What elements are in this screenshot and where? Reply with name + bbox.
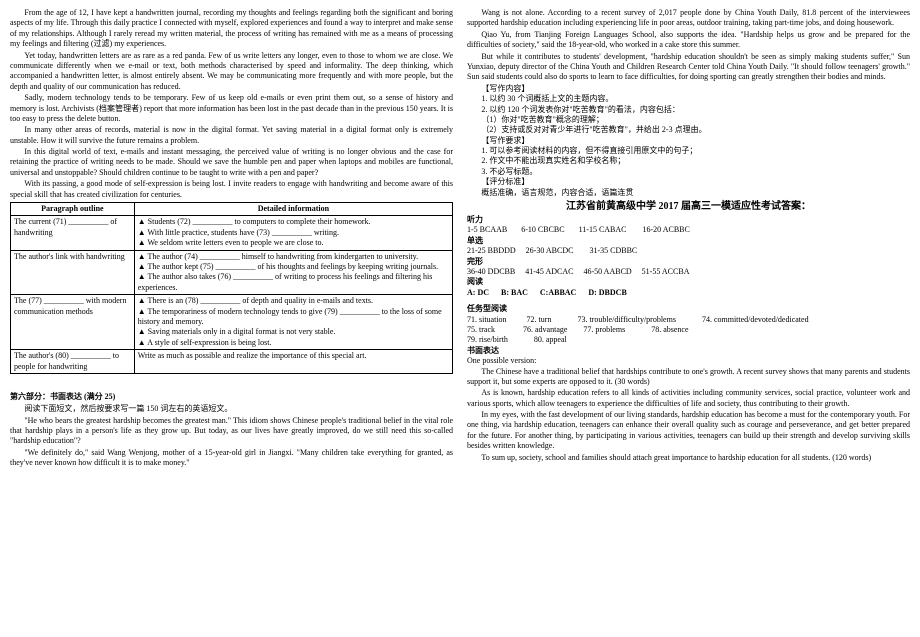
task3: 79. rise/birth 80. appeal [467,335,910,345]
r1c2c: ▲ We seldom write letters even to people… [138,238,449,248]
ans-cloze: 36-40 DDCBB 41-45 ADCAC 46-50 AABCD 51-5… [467,267,910,277]
passage-p5: In this digital world of text, e-mails a… [10,147,453,178]
hardship-p2: "We definitely do," said Wang Wenjong, m… [10,448,453,469]
th-outline: Paragraph outline [11,203,135,216]
passage-p4: In many other areas of records, material… [10,125,453,146]
r3c2b: ▲ The temporariness of modern technology… [138,307,449,328]
r2c1: The author's link with handwriting [11,250,135,295]
r1c2b: ▲ With little practice, students have (7… [138,228,449,238]
r4c1a: The author's (80) [14,351,69,360]
right-column: Wang is not alone. According to a recent… [467,8,910,629]
passage-p6: With its passing, a good mode of self-ex… [10,179,453,200]
ans-reading: A: DC B: BAC C:ABBAC D: DBDCB [467,288,910,298]
r2c2b: ▲ The author kept (75) __________ of his… [138,262,449,272]
ans-single: 21-25 BBDDD 26-30 ABCDC 31-35 CDBBC [467,246,910,256]
ans-listening: 1-5 BCAAB 6-10 CBCBC 11-15 CABAC 16-20 A… [467,225,910,235]
r1c2: ▲ Students (72) __________ to computers … [134,216,452,250]
req4: 2. 作文中不能出现真实姓名和学校名称； [481,156,910,166]
left-column: From the age of 12, I have kept a handwr… [10,8,453,629]
label-writing: 书面表达 [467,346,910,356]
r3c1: The (77) __________ with modern communic… [11,295,135,350]
req3: 1. 可以参考阅读材料的内容，但不得直接引用原文中的句子； [481,146,910,156]
r2c2a: ▲ The author (74) __________ himself to … [138,252,449,262]
outline-table: Paragraph outline Detailed information T… [10,202,453,374]
req6: 概括准确，语言规范，内容合适，语篇连贯 [481,188,910,198]
req-h3: 【评分标准】 [481,177,910,187]
req5: 3. 不必写标题。 [481,167,910,177]
th-detail: Detailed information [134,203,452,216]
passage-p1: From the age of 12, I have kept a handwr… [10,8,453,50]
req2: 2. 以约 120 个词发表你对"吃苦教育"的看法，内容包括： [481,105,910,115]
r1c1: The current (71) __________ of handwriti… [11,216,135,250]
r3c2: ▲ There is an (78) __________ of depth a… [134,295,452,350]
writing-p4: To sum up, society, school and families … [467,453,910,463]
r2c2c: ▲ The author also takes (76) __________ … [138,272,449,293]
r2c2: ▲ The author (74) __________ himself to … [134,250,452,295]
task2: 75. track 76. advantage 77. problems 78.… [467,325,910,335]
req-h2: 【写作要求】 [481,136,910,146]
writing-p3: In my eyes, with the fast development of… [467,410,910,452]
right-p3: But while it contributes to students' de… [467,52,910,83]
req2a: （1）你对"吃苦教育"概念的理解； [481,115,910,125]
req1: 1. 以约 30 个词概括上文的主题内容。 [481,94,910,104]
task1: 71. situation 72. turn 73. trouble/diffi… [467,315,910,325]
r4c2: Write as much as possible and realize th… [134,350,452,374]
r1c2a: ▲ Students (72) __________ to computers … [138,217,449,227]
r1c1a: The current (71) [14,217,66,226]
req2b: （2）支持或反对对青少年进行"吃苦教育"，并给出 2-3 点理由。 [481,125,910,135]
label-cloze: 完形 [467,257,910,267]
writing-p1: The Chinese have a traditional belief th… [467,367,910,388]
right-p1: Wang is not alone. According to a recent… [467,8,910,29]
r3c2c: ▲ Saving materials only in a digital for… [138,327,449,337]
label-reading: 阅读 [467,277,910,287]
section6-title: 第六部分：书面表达 (满分 25) [10,392,453,402]
section6-sub: 阅读下面短文，然后按要求写一篇 150 词左右的英语短文。 [10,404,453,414]
label-task: 任务型阅读 [467,304,910,314]
r3c2d: ▲ A style of self-expression is being lo… [138,338,449,348]
r3c1a: The (77) __________ with [14,296,100,305]
hardship-p1: "He who bears the greatest hardship beco… [10,416,453,447]
req-h1: 【写作内容】 [481,84,910,94]
r3c2a: ▲ There is an (78) __________ of depth a… [138,296,449,306]
possible-version: One possible version: [467,356,910,366]
passage-p2: Yet today, handwritten letters are as ra… [10,51,453,93]
r4c1: The author's (80) __________ to people f… [11,350,135,374]
right-p2: Qiao Yu, from Tianjing Foreign Languages… [467,30,910,51]
label-listening: 听力 [467,215,910,225]
writing-p2: As is known, hardship education refers t… [467,388,910,409]
passage-p3: Sadly, modern technology tends to be tem… [10,93,453,124]
label-single: 单选 [467,236,910,246]
answer-title: 江苏省前黄高级中学 2017 届高三一模适应性考试答案： [467,200,910,213]
